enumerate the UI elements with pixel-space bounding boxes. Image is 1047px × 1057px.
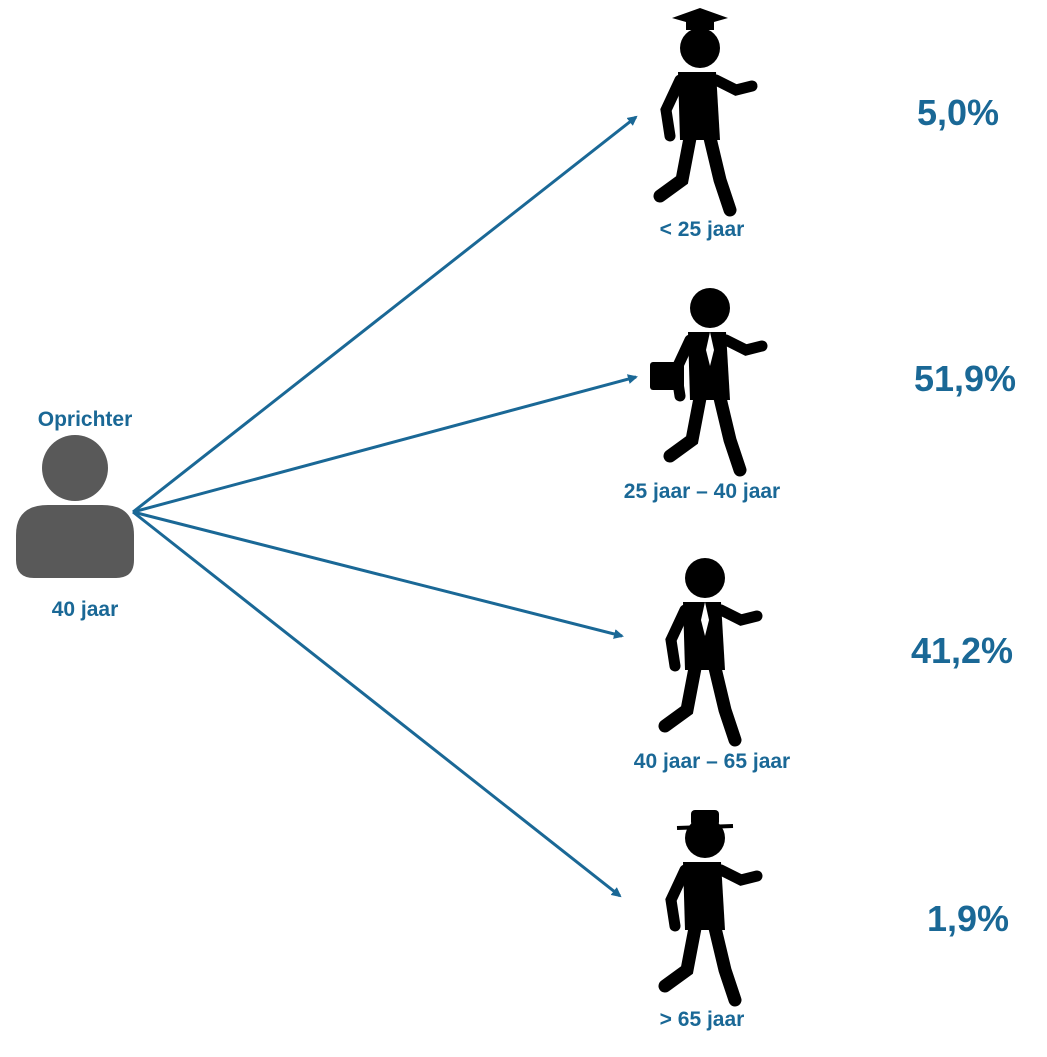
figure-adult <box>665 558 757 740</box>
age-label: > 65 jaar <box>660 1008 745 1031</box>
age-label: 40 jaar – 65 jaar <box>634 750 790 773</box>
share: 41,2% <box>911 630 1013 671</box>
source: Oprichter 40 jaar <box>16 408 134 621</box>
figure-senior <box>665 810 757 1000</box>
share: 5,0% <box>917 92 999 133</box>
figures <box>650 8 762 1000</box>
arrow <box>132 510 622 898</box>
figure-worker <box>650 288 762 470</box>
arrows <box>132 115 638 898</box>
source-title: Oprichter <box>38 408 133 431</box>
age-label: < 25 jaar <box>660 218 745 241</box>
age-label: 25 jaar – 40 jaar <box>624 480 780 503</box>
arrow <box>132 374 638 514</box>
share: 51,9% <box>914 358 1016 399</box>
labels: < 25 jaar 25 jaar – 40 jaar 40 jaar – 65… <box>624 92 1016 1031</box>
figure-student <box>660 8 752 210</box>
source-age: 40 jaar <box>52 598 119 621</box>
person-body <box>16 505 134 578</box>
share: 1,9% <box>927 898 1009 939</box>
arrow <box>132 510 624 639</box>
person-head <box>42 435 108 501</box>
arrow <box>132 115 638 514</box>
